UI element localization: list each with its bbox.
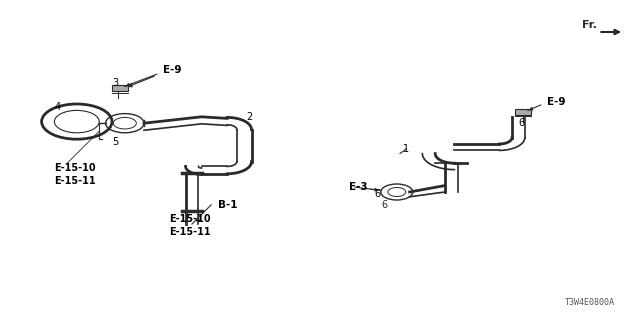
Text: 6: 6 bbox=[518, 118, 525, 128]
Text: 6: 6 bbox=[374, 188, 381, 199]
Text: 1: 1 bbox=[403, 144, 410, 154]
Text: T3W4E0800A: T3W4E0800A bbox=[564, 298, 614, 307]
Text: E-9: E-9 bbox=[163, 65, 182, 76]
Text: 2: 2 bbox=[246, 112, 253, 122]
Text: 6: 6 bbox=[381, 200, 387, 210]
Bar bbox=[515, 109, 531, 115]
Text: E-15-10
E-15-11: E-15-10 E-15-11 bbox=[54, 163, 96, 186]
Text: B-1: B-1 bbox=[218, 200, 237, 210]
Bar bbox=[112, 85, 128, 91]
Text: 5: 5 bbox=[112, 137, 118, 148]
Text: 4: 4 bbox=[54, 102, 61, 112]
Text: E-3: E-3 bbox=[349, 182, 367, 192]
Text: E-15-10
E-15-11: E-15-10 E-15-11 bbox=[170, 214, 211, 237]
Text: 3: 3 bbox=[112, 78, 118, 88]
Text: E-9: E-9 bbox=[547, 97, 566, 108]
Text: Fr.: Fr. bbox=[582, 20, 596, 30]
